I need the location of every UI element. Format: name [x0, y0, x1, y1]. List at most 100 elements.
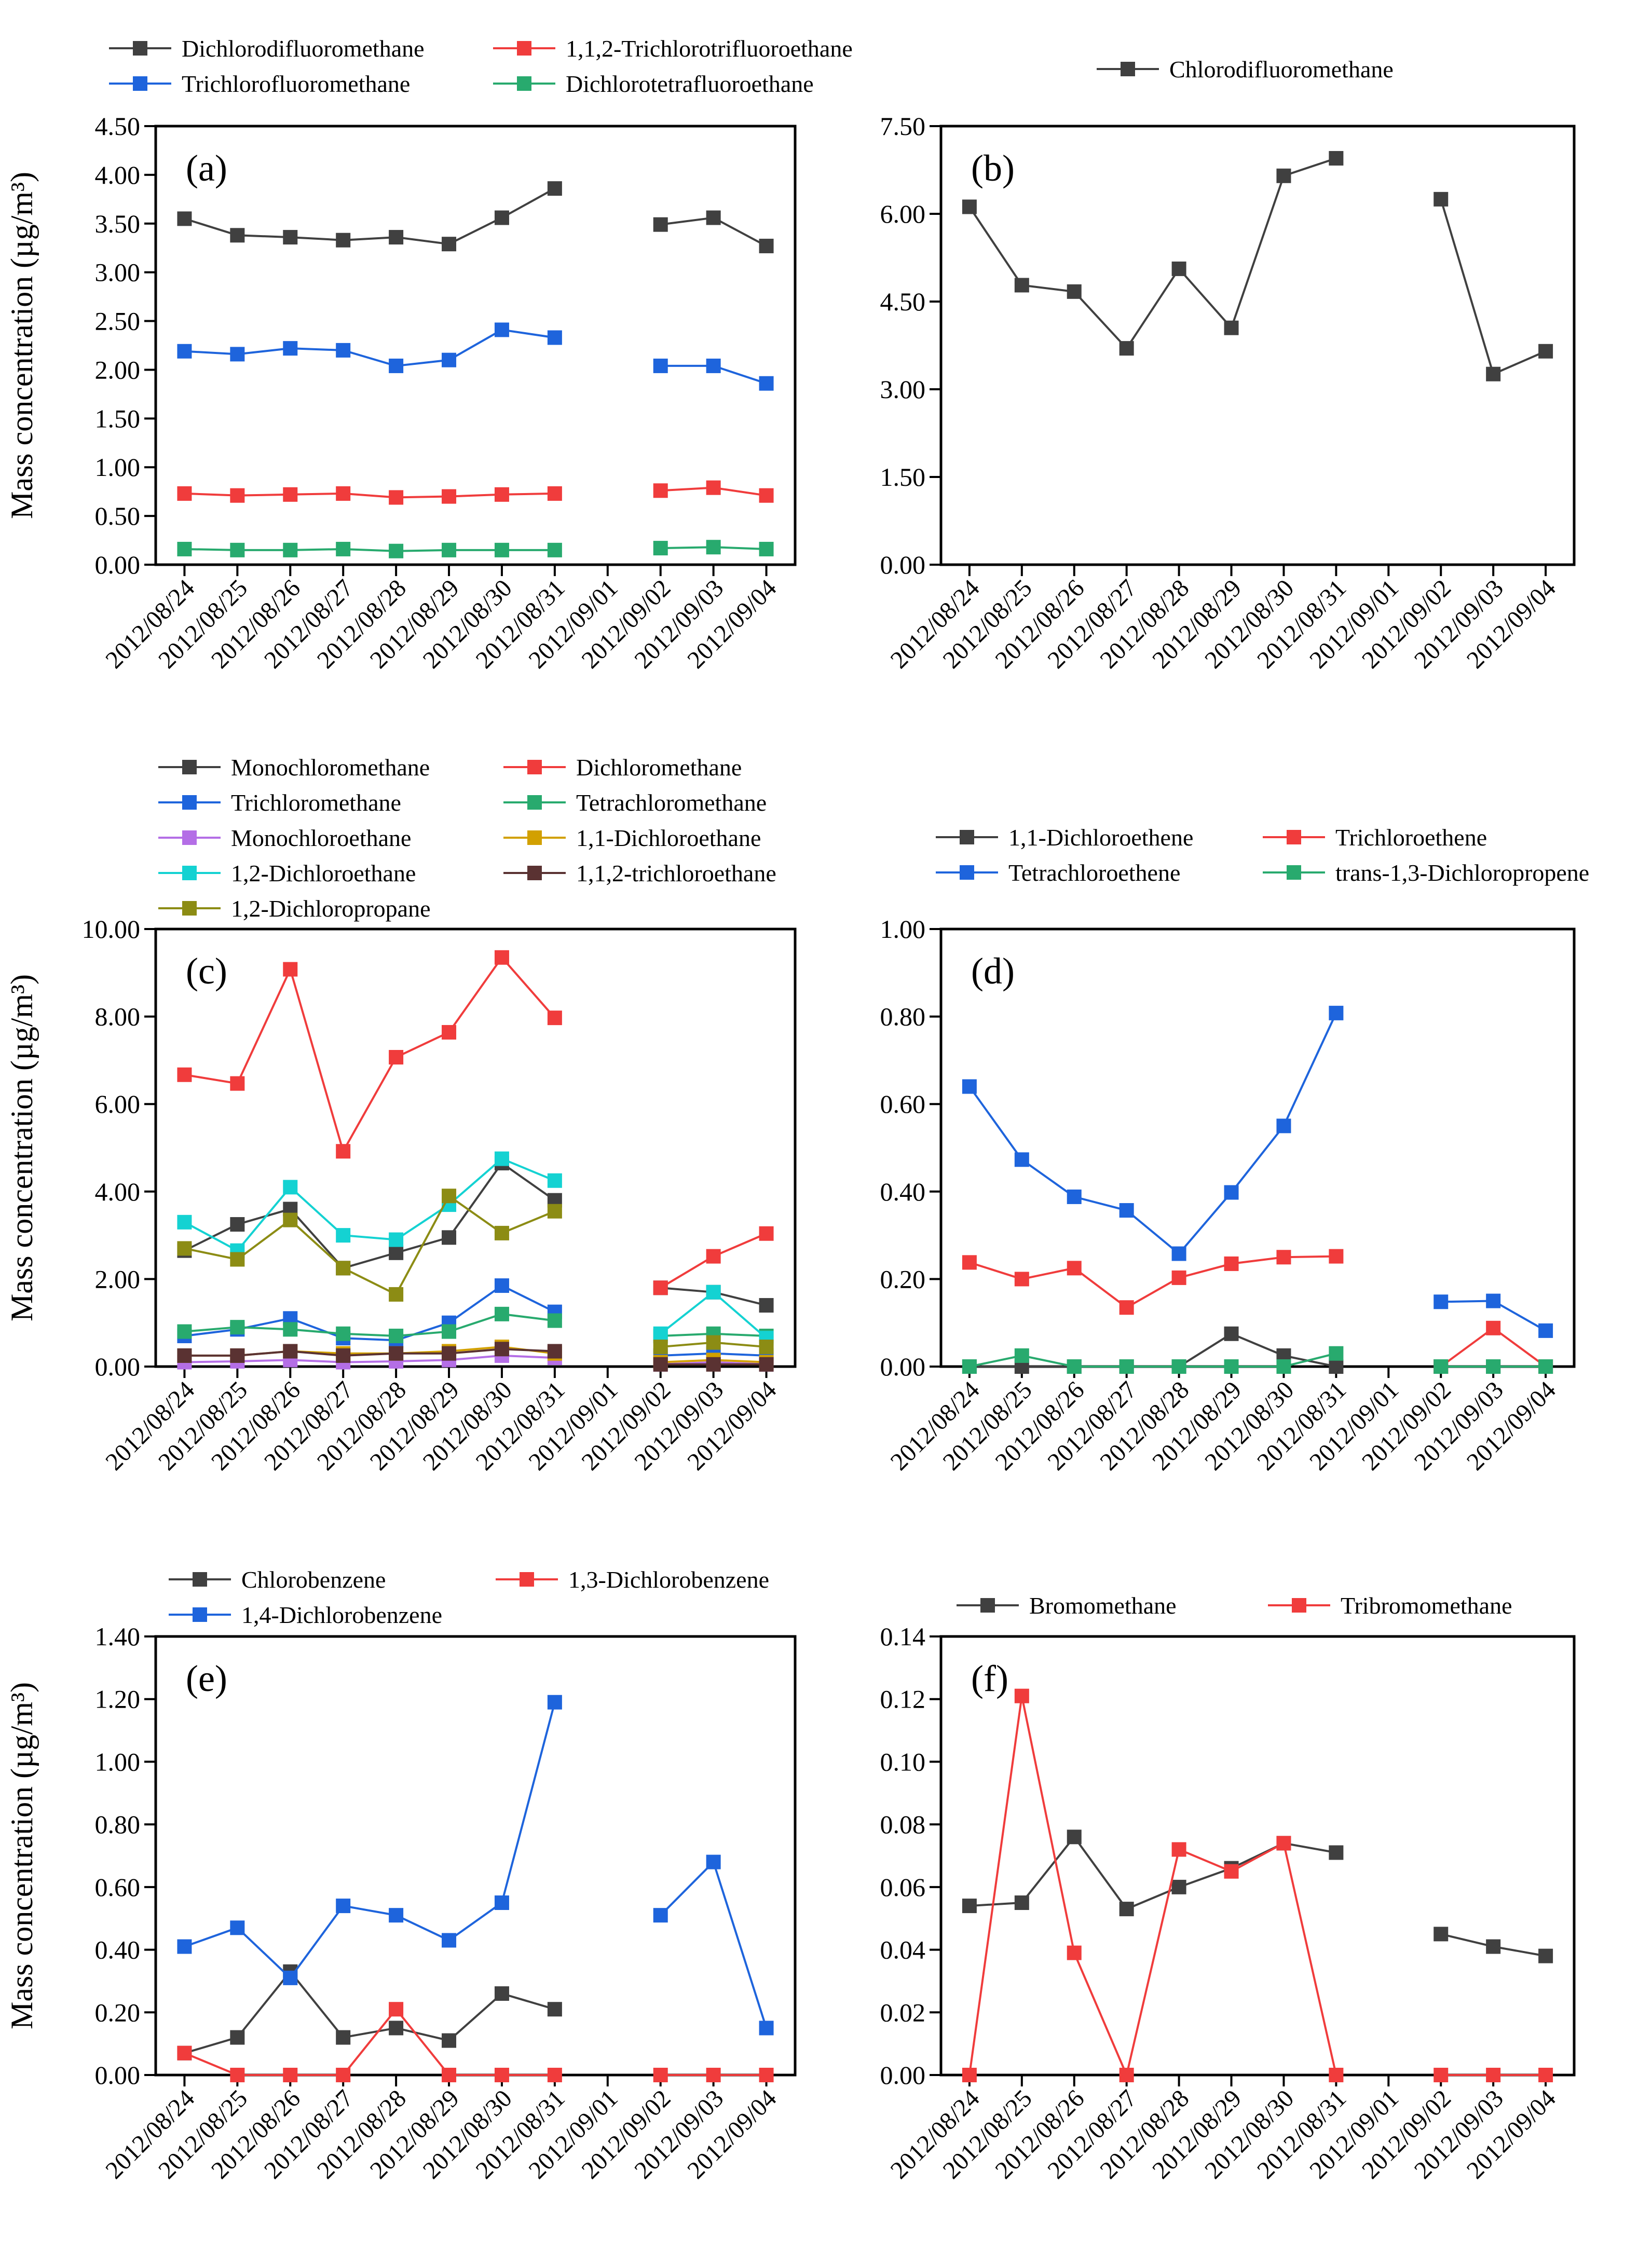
- data-point: [706, 210, 721, 225]
- data-point: [1067, 1189, 1082, 1204]
- data-point: [389, 490, 404, 505]
- legend-marker: [193, 1607, 207, 1622]
- legend-label: Tetrachloromethane: [576, 789, 767, 816]
- series-monochloromethane-line: [184, 1162, 556, 1270]
- data-point: [547, 1204, 562, 1219]
- plot-frame: [154, 927, 797, 1368]
- y-axis-label: Mass concentration (µg/m³): [5, 1682, 39, 2029]
- data-point: [177, 1067, 192, 1082]
- legend-marker: [527, 866, 542, 880]
- data-point: [759, 238, 774, 253]
- data-point: [1329, 1249, 1344, 1264]
- data-point: [1067, 284, 1082, 299]
- data-point: [547, 1313, 562, 1328]
- data-point: [494, 1225, 509, 1240]
- legend-label: 1,1,2-trichloroethane: [576, 860, 776, 886]
- data-point: [706, 2068, 721, 2082]
- data-point: [1014, 1688, 1029, 1703]
- data-point: [1119, 1359, 1134, 1374]
- legend: Monochloromethane Dichloromethane Trichlor…: [158, 754, 776, 922]
- y-tick-label: 0.60: [95, 1873, 141, 1902]
- legend-marker: [960, 865, 974, 880]
- series-chlorobenzene: [177, 1964, 562, 2060]
- data-point: [1433, 1294, 1449, 1309]
- legend: Chlorodifluoromethane: [1097, 56, 1394, 83]
- data-point: [653, 1357, 668, 1372]
- data-point: [759, 2021, 774, 2036]
- legend-label: Trichloromethane: [231, 789, 401, 816]
- data-point: [759, 488, 774, 503]
- y-tick-label: 0.20: [880, 1264, 926, 1293]
- data-point: [494, 950, 509, 965]
- legend-marker: [1292, 1598, 1306, 1613]
- data-point: [1067, 1945, 1082, 1960]
- legend-label: 1,4-Dichlorobenzene: [241, 1602, 442, 1628]
- y-tick-label: 0.00: [880, 2060, 926, 2090]
- data-point: [547, 2068, 562, 2082]
- data-point: [706, 1335, 721, 1350]
- data-point: [230, 1348, 245, 1363]
- series-trans-1-3-dichloropropene-line: [969, 1352, 1336, 1368]
- data-point: [1486, 1293, 1501, 1308]
- y-tick-label: 0.80: [880, 1002, 926, 1031]
- data-point: [494, 1986, 509, 2001]
- data-point: [1119, 1203, 1134, 1218]
- data-point: [1329, 2068, 1344, 2082]
- legend-marker: [182, 830, 197, 845]
- y-tick-label: 6.00: [95, 1089, 141, 1118]
- data-point: [389, 1346, 404, 1361]
- data-point: [336, 1144, 351, 1159]
- y-tick-label: 0.40: [880, 1177, 926, 1206]
- data-point: [759, 2068, 774, 2082]
- data-point: [1433, 192, 1449, 207]
- data-point: [442, 237, 457, 252]
- data-point: [336, 2030, 351, 2045]
- data-point: [1538, 1323, 1553, 1338]
- series-dichlorodifluoromethane-line: [184, 187, 555, 245]
- series-1-1-2-trichloroethane-line: [184, 1348, 555, 1357]
- data-point: [1329, 1845, 1344, 1860]
- data-point: [177, 211, 192, 226]
- legend-marker: [193, 1572, 207, 1587]
- data-point: [1224, 1185, 1239, 1200]
- series-tribromomethane: [962, 1688, 1553, 2082]
- legend-label: Tribromomethane: [1341, 1592, 1512, 1619]
- data-point: [494, 210, 509, 225]
- legend-marker: [1121, 62, 1135, 76]
- legend: Dichlorodifluoromethane 1,1,2-Trichlorotr…: [109, 35, 853, 97]
- series-1-2-dichloroethane: [177, 1151, 774, 1346]
- data-point: [1067, 1261, 1082, 1276]
- data-point: [962, 199, 977, 214]
- data-point: [177, 1214, 192, 1230]
- data-point: [283, 1180, 298, 1195]
- data-point: [230, 488, 245, 503]
- legend-marker: [517, 76, 531, 91]
- series-1-4-dichlorobenzene-line: [660, 1860, 768, 2029]
- data-point: [1067, 1830, 1082, 1845]
- data-point: [1171, 1246, 1186, 1261]
- series-1-4-dichlorobenzene-line: [184, 1702, 556, 1980]
- y-tick-label: 1.50: [880, 462, 926, 492]
- data-point: [1433, 1927, 1449, 1942]
- data-point: [1433, 2068, 1449, 2082]
- data-point: [442, 1230, 457, 1245]
- data-point: [230, 1076, 245, 1091]
- panel-label: (d): [971, 950, 1015, 992]
- y-tick-label: 3.50: [95, 209, 141, 238]
- series-1-2-dichloroethane-line: [184, 1157, 555, 1252]
- series-dichlorotetrafluoroethane: [177, 540, 774, 558]
- legend-marker: [527, 795, 542, 810]
- legend-marker: [527, 830, 542, 845]
- data-point: [1486, 366, 1501, 381]
- data-point: [389, 1245, 404, 1260]
- data-point: [1224, 1256, 1239, 1271]
- data-point: [759, 1357, 774, 1372]
- data-point: [1171, 1879, 1186, 1894]
- data-point: [230, 228, 245, 243]
- legend-label: 1,2-Dichloroethane: [231, 860, 416, 886]
- panel-label: (e): [186, 1658, 227, 1699]
- data-point: [494, 2068, 509, 2082]
- data-point: [1014, 278, 1029, 293]
- y-tick-label: 2.00: [95, 1264, 141, 1293]
- y-tick-label: 0.40: [95, 1935, 141, 1964]
